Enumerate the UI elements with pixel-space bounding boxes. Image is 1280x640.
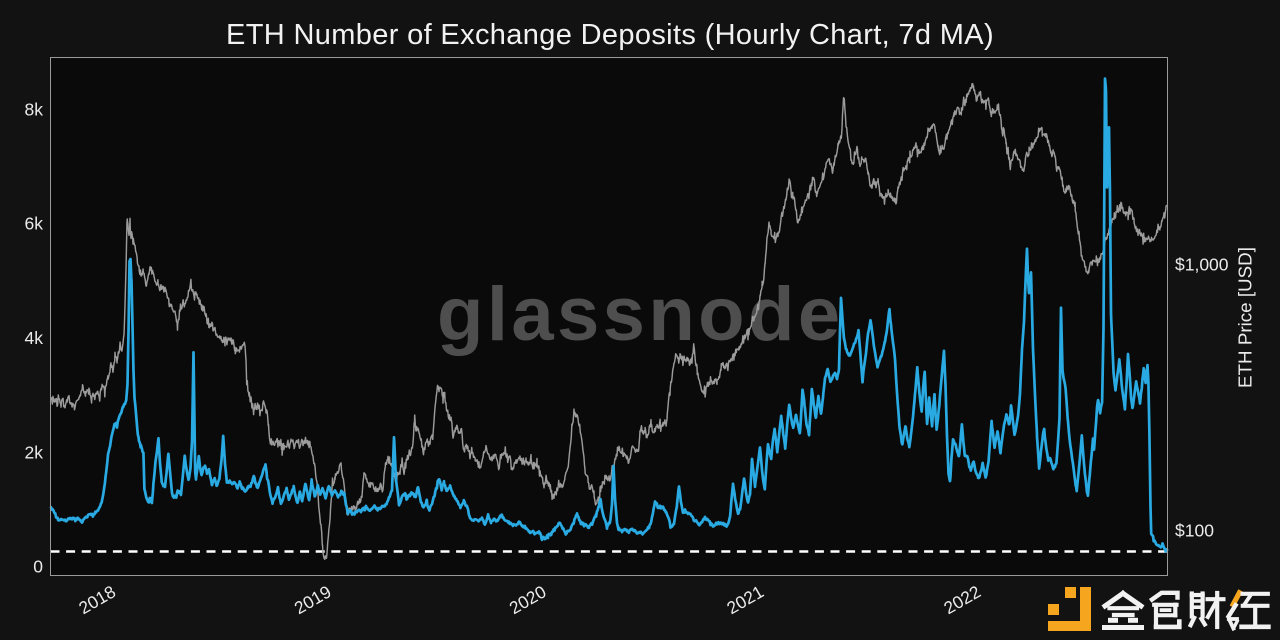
svg-text:ETH Number of Exchange Deposit: ETH Number of Exchange Deposits (Hourly …: [226, 19, 994, 51]
svg-text:2k: 2k: [25, 442, 44, 462]
svg-text:glassnode: glassnode: [437, 272, 843, 357]
svg-text:8k: 8k: [25, 99, 44, 119]
svg-text:$1,000: $1,000: [1175, 255, 1229, 275]
svg-text:4k: 4k: [25, 328, 44, 348]
svg-text:ETH Price [USD]: ETH Price [USD]: [1235, 247, 1256, 388]
svg-text:$100: $100: [1175, 521, 1214, 541]
svg-text:0: 0: [33, 557, 43, 577]
svg-text:6k: 6k: [25, 214, 44, 234]
